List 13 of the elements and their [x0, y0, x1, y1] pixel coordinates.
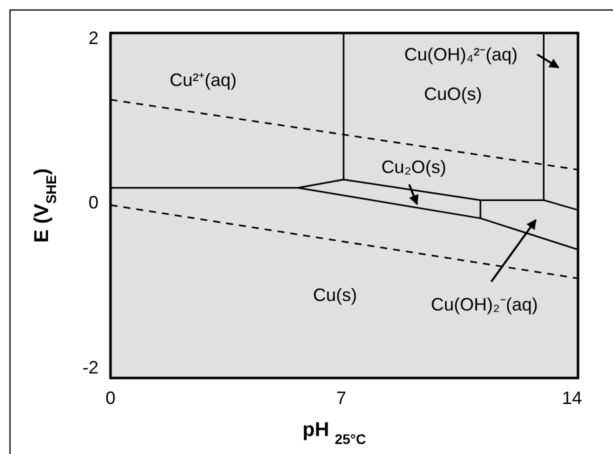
annotation: Cu₂O(s) [381, 157, 446, 178]
annotation: Cu(s) [313, 284, 358, 305]
x-axis-title: pH $_{25°C}$ [302, 419, 366, 447]
x-tick-label: 7 [336, 388, 346, 408]
x-tick-label: 0 [105, 388, 116, 408]
annotation: Cu(OH)₂⁻(aq) [430, 294, 538, 315]
annotation: Cu(OH)₄²⁻(aq) [404, 44, 518, 64]
y-tick-label: -2 [82, 357, 98, 378]
y-tick-label: 0 [88, 192, 98, 213]
annotation: Cu²⁺(aq) [170, 70, 237, 90]
y-tick-label: 2 [88, 28, 98, 48]
x-tick-label: 14 [562, 388, 582, 408]
annotation: CuO(s) [424, 84, 482, 104]
